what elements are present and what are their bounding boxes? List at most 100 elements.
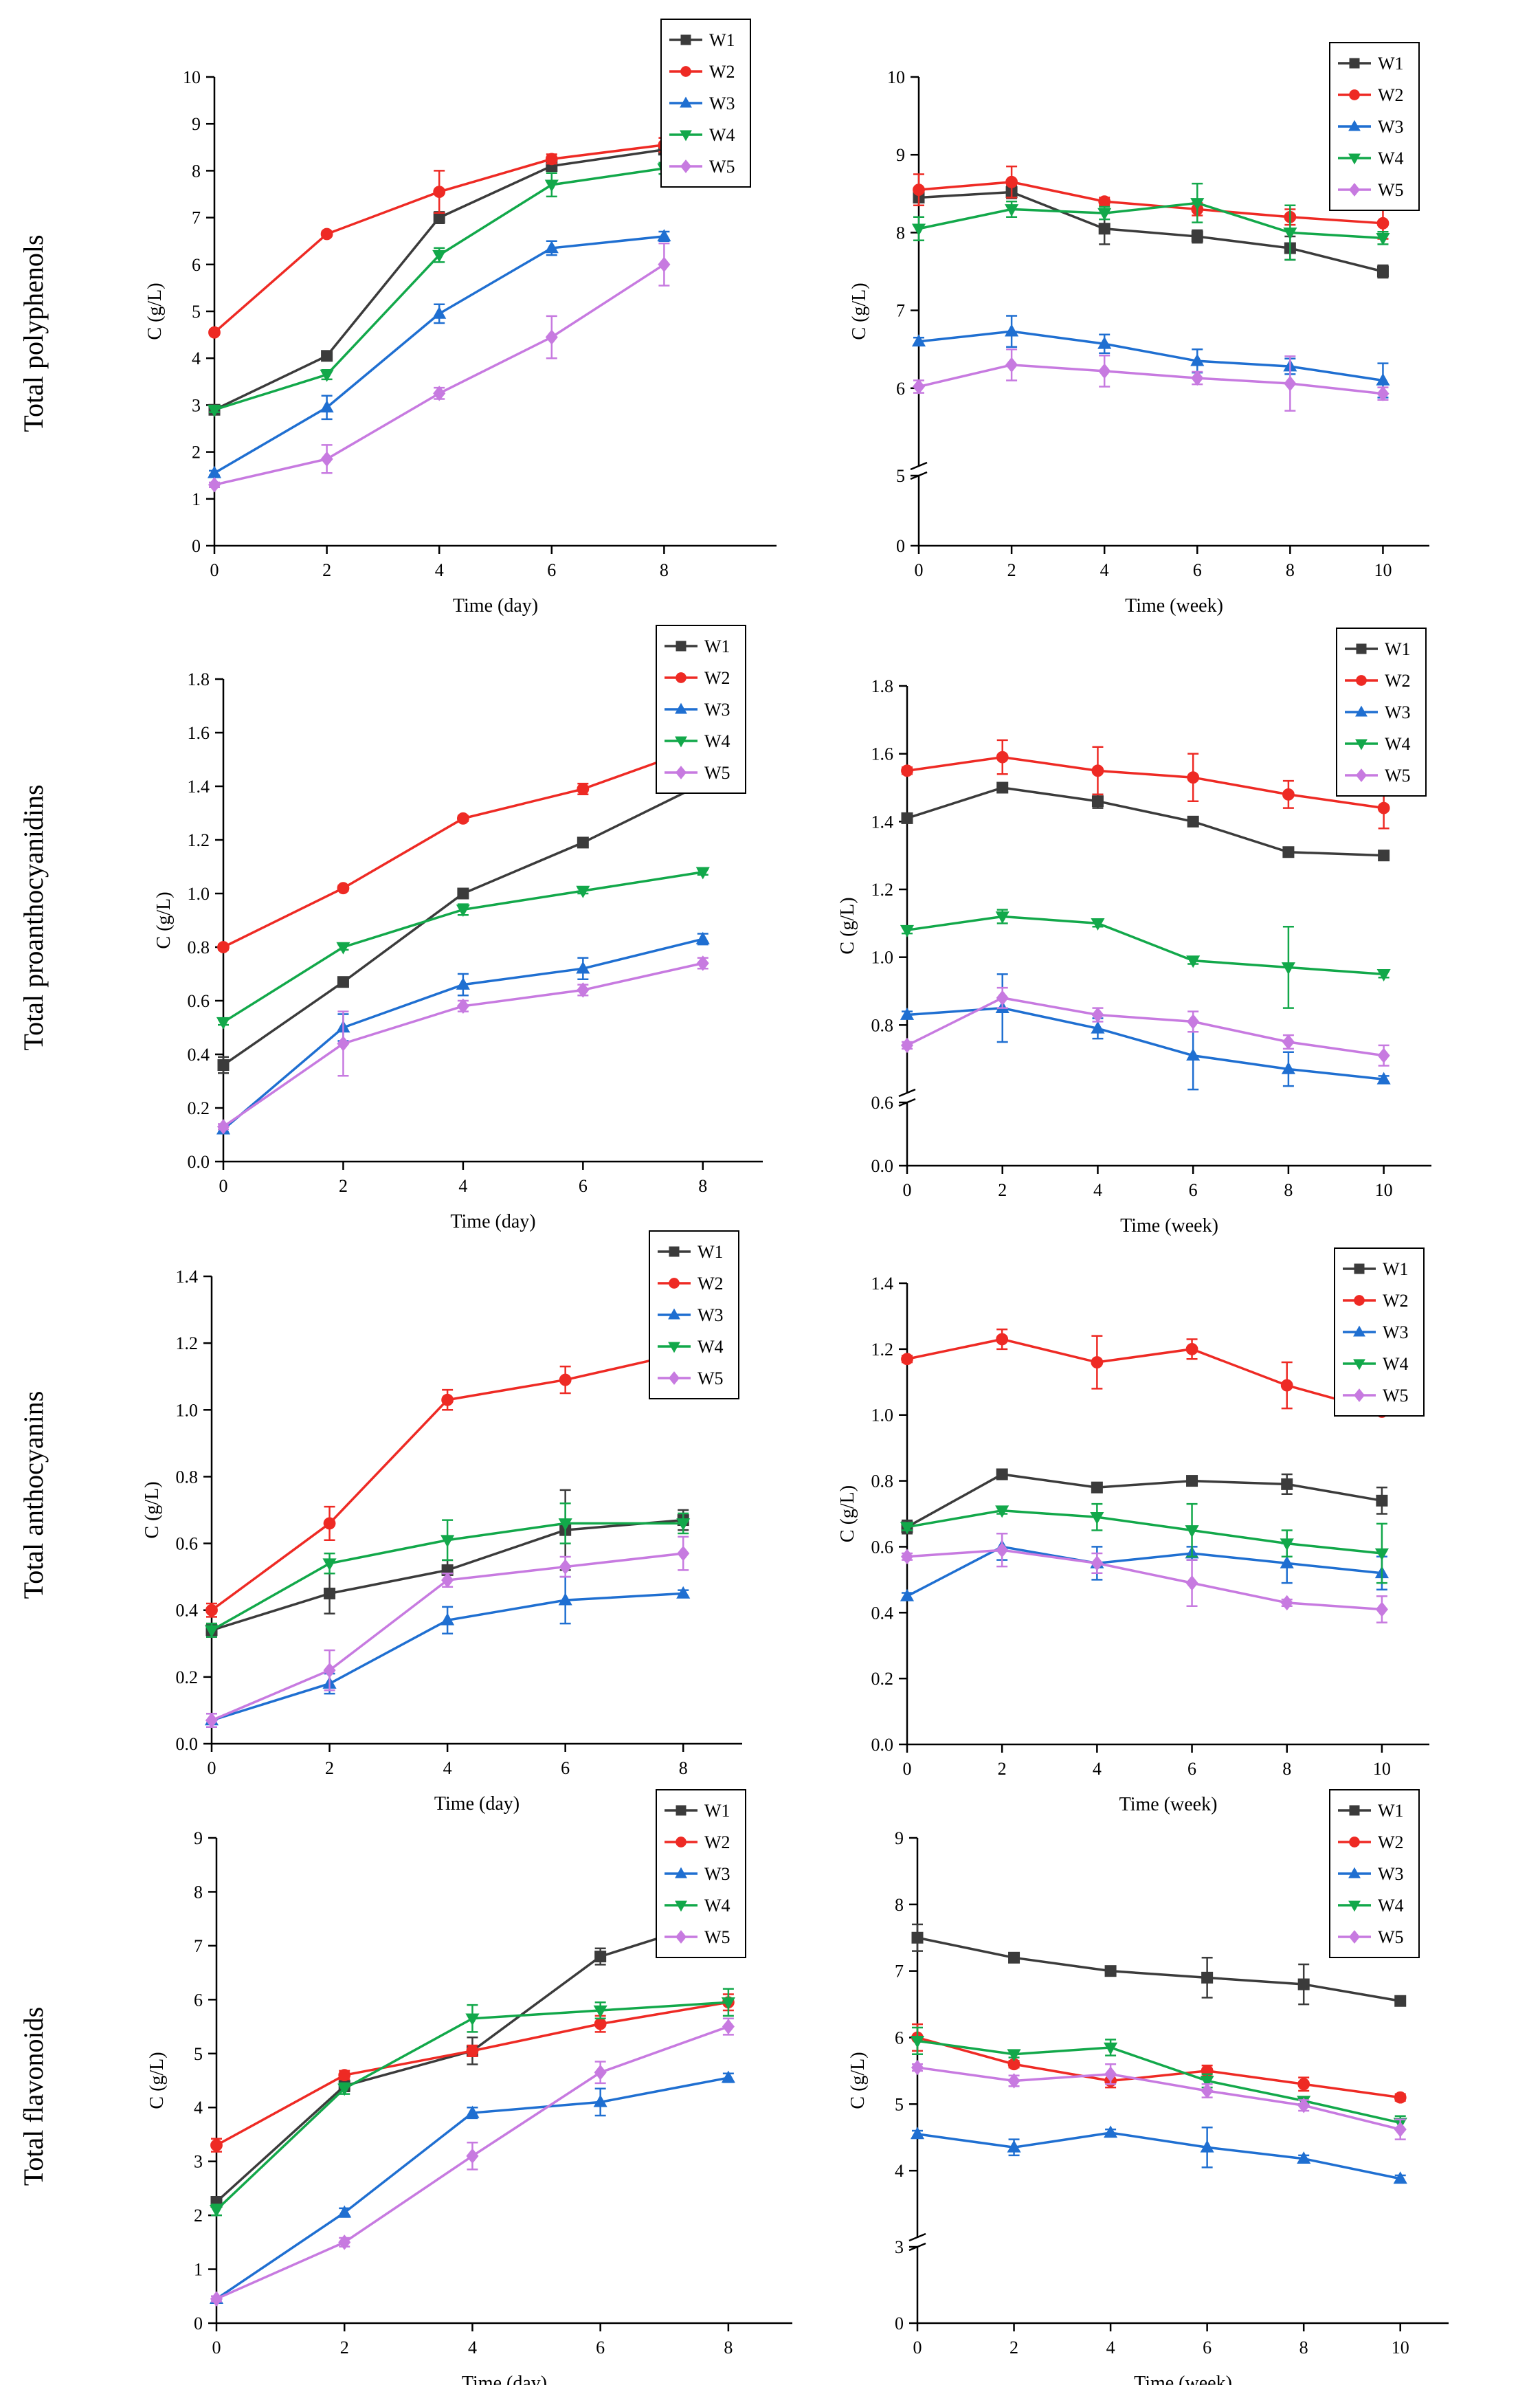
data-point (900, 1037, 914, 1054)
legend-marker-W1 (1349, 58, 1360, 69)
legend-label-W4: W4 (704, 1896, 730, 1916)
data-point (900, 1549, 914, 1565)
data-point (1200, 2140, 1214, 2153)
y-tick-label: 6 (896, 379, 905, 399)
x-tick-label: 4 (1100, 560, 1109, 580)
legend-marker-W4 (1348, 1900, 1361, 1912)
legend: W1 W2 W3 W4 W5 (656, 625, 746, 794)
data-point (901, 764, 913, 777)
axis-break-mark (908, 2232, 926, 2242)
data-point (1186, 1048, 1201, 1061)
series-line-W1 (223, 782, 704, 1067)
x-tick-label: 0 (208, 1758, 216, 1778)
y-tick-label: 1.4 (188, 777, 210, 797)
x-tick-label: 2 (340, 2338, 349, 2358)
data-point (544, 179, 559, 192)
data-point (1190, 198, 1205, 211)
y-tick-label: 1.8 (188, 669, 210, 689)
data-point (1005, 175, 1018, 188)
y-tick-label: 1 (192, 489, 201, 509)
data-point (465, 2013, 480, 2026)
data-point (216, 1119, 230, 1135)
x-tick-label: 8 (679, 1758, 688, 1778)
data-point (208, 477, 221, 493)
series-line-W3 (906, 1006, 1384, 1081)
data-point (577, 836, 589, 849)
data-point (441, 1572, 454, 1588)
data-point (721, 1997, 735, 2010)
x-axis-label: Time (week) (1134, 2373, 1232, 2385)
x-tick-label: 2 (1009, 2338, 1018, 2358)
series-W4 (900, 1502, 1389, 1584)
y-tick-label: 1.0 (188, 884, 210, 904)
data-point (1098, 363, 1111, 379)
data-point (545, 153, 558, 166)
series-line-W4 (906, 1509, 1383, 1555)
x-tick-label: 2 (1007, 560, 1016, 580)
data-point (911, 334, 926, 347)
y-tick-label: 2 (192, 443, 201, 463)
legend-label-W5: W5 (709, 157, 735, 177)
data-point (577, 783, 590, 795)
series-line-W1 (906, 1473, 1383, 1529)
data-point (1377, 1047, 1390, 1063)
y-tick-label: 0.0 (871, 1735, 894, 1755)
legend-label-W1: W1 (1378, 1801, 1404, 1821)
data-point (1297, 1978, 1310, 1990)
series-line-W2 (917, 2036, 1400, 2099)
legend-label-W3: W3 (1385, 702, 1411, 722)
series-line-W5 (917, 2066, 1401, 2131)
data-point (912, 379, 926, 395)
legend-label-W4: W4 (1378, 1896, 1404, 1916)
x-tick-label: 4 (443, 1758, 452, 1778)
y-axis-label: C (g/L) (849, 282, 870, 340)
data-point (1091, 918, 1105, 931)
data-point (1191, 230, 1203, 243)
data-point (995, 1505, 1009, 1518)
data-point (1187, 771, 1200, 784)
data-point (695, 867, 710, 880)
legend-label-W4: W4 (698, 1337, 724, 1357)
data-point (1378, 850, 1390, 862)
y-axis-label: C (g/L) (153, 891, 175, 949)
data-point (558, 1518, 572, 1531)
x-tick-label: 2 (322, 560, 331, 580)
data-point (594, 2065, 607, 2081)
y-tick-label: 0.0 (176, 1734, 199, 1754)
legend-marker-W5 (1356, 768, 1367, 782)
x-tick-label: 8 (1282, 1759, 1291, 1779)
legend-label-W2: W2 (1385, 671, 1411, 691)
y-tick-label: 1.4 (176, 1267, 199, 1287)
y-axis-label: C (g/L) (146, 2052, 168, 2109)
data-point (1375, 1601, 1388, 1617)
x-tick-label: 10 (1375, 1180, 1393, 1200)
x-tick-label: 6 (1193, 560, 1202, 580)
data-point (1376, 233, 1390, 245)
legend-marker-W4 (1353, 1359, 1365, 1371)
x-tick-label: 6 (1203, 2338, 1212, 2358)
y-tick-label: 8 (194, 1882, 203, 1902)
data-point (321, 350, 333, 362)
legend-marker-W3 (675, 1867, 687, 1878)
y-axis-label: C (g/L) (837, 897, 858, 954)
legend: W1 W2 W3 W4 W5 (1329, 1789, 1420, 1958)
data-point (676, 1586, 691, 1599)
series-W4 (910, 2026, 1407, 2131)
x-tick-label: 2 (339, 1176, 348, 1196)
series-line-W3 (918, 330, 1383, 382)
legend-label-W1: W1 (704, 1801, 730, 1821)
x-tick-label: 4 (1093, 1180, 1102, 1200)
data-point (1376, 1494, 1388, 1507)
data-point (544, 241, 559, 254)
y-tick-label: 1.2 (871, 880, 894, 900)
x-axis-label: Time (day) (453, 595, 538, 617)
legend-label-W3: W3 (1378, 1864, 1404, 1884)
data-point (1185, 1342, 1198, 1355)
data-point (1297, 2151, 1311, 2164)
series-W4 (216, 867, 710, 1030)
data-point (1394, 1995, 1407, 2007)
series-line-W3 (906, 1545, 1383, 1597)
x-tick-label: 8 (724, 2338, 733, 2358)
legend-marker-W5 (1354, 1388, 1365, 1402)
data-point (456, 905, 470, 918)
